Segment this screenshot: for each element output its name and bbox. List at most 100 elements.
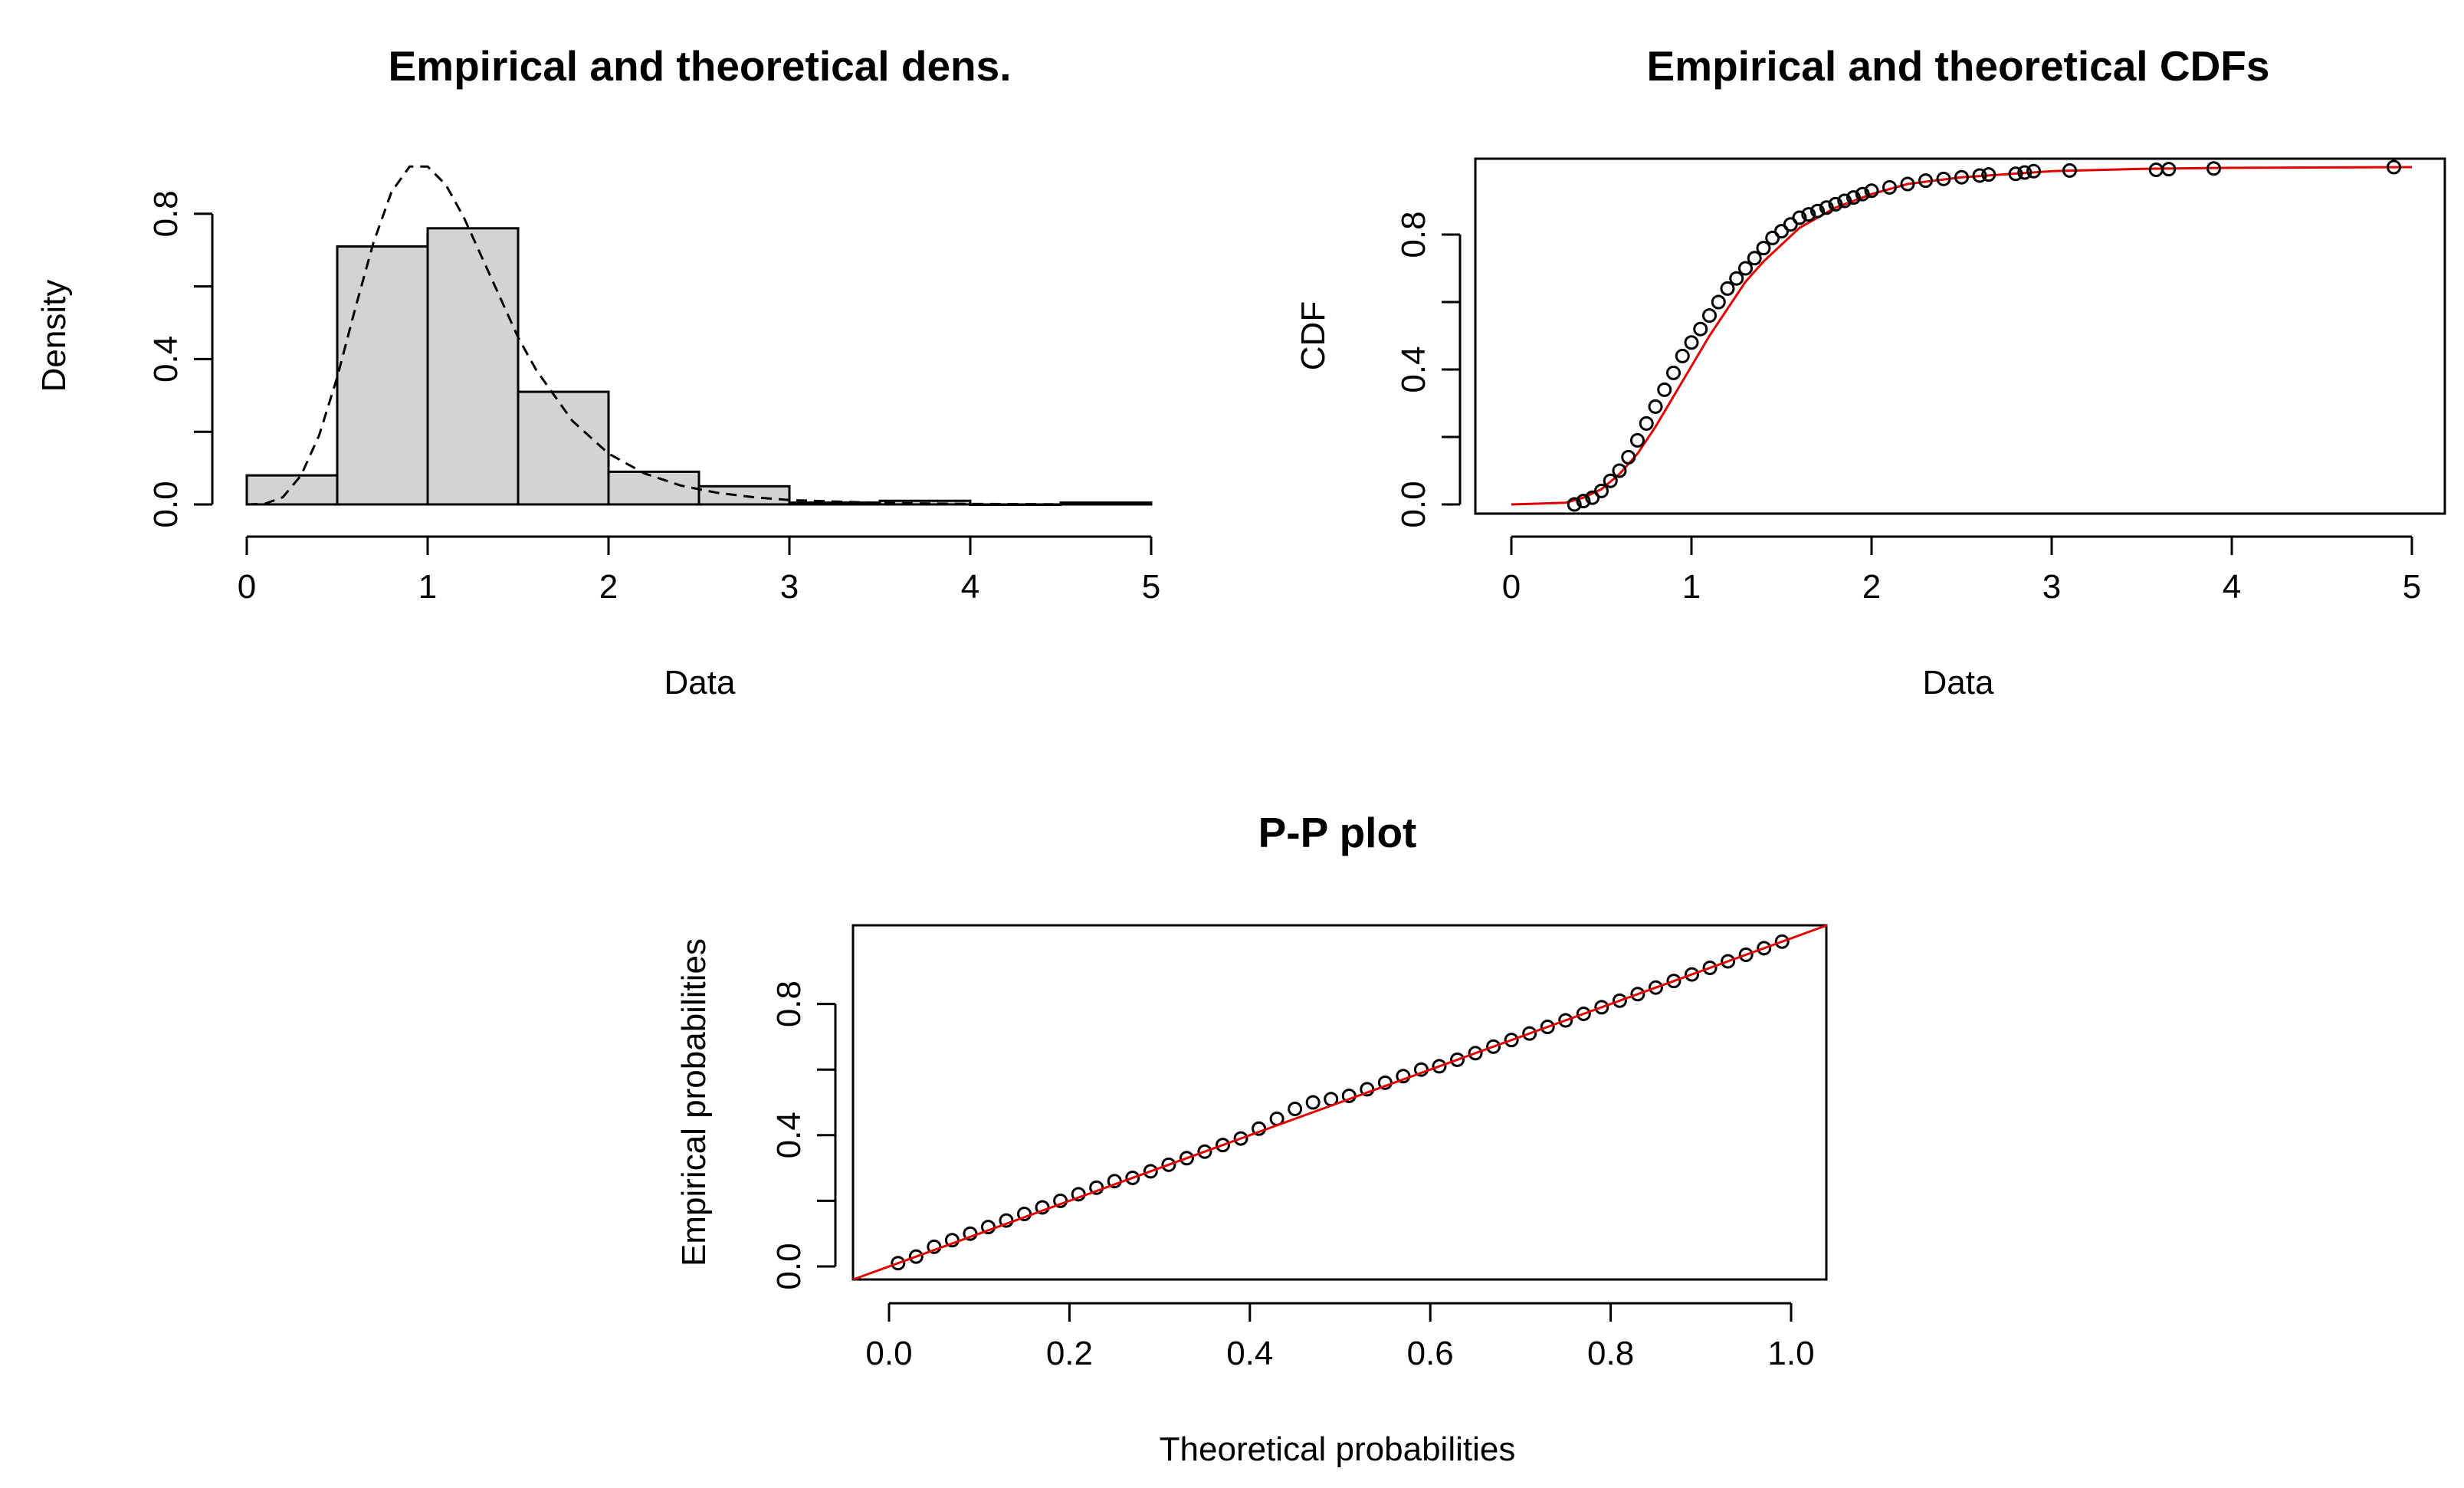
cdf-point xyxy=(1837,193,1852,209)
density-theoretical-curve xyxy=(246,165,1152,506)
cdf-point xyxy=(1918,173,1933,189)
density-y-tick-label: 0.4 xyxy=(147,336,185,383)
pp-plot-box xyxy=(851,924,1828,1281)
cdf-point xyxy=(1855,186,1870,202)
cdf-point xyxy=(1828,196,1843,212)
density-bar xyxy=(245,474,339,506)
pp-point xyxy=(1197,1144,1212,1159)
cdf-point xyxy=(1657,382,1672,397)
pp-point xyxy=(1558,1013,1573,1028)
density-x-tick-label: 2 xyxy=(599,568,618,606)
cdf-point xyxy=(1783,217,1798,232)
pp-point xyxy=(1738,947,1754,962)
pp-x-label: Theoretical probabilities xyxy=(1160,1431,1516,1468)
pp-point xyxy=(1702,961,1718,976)
cdf-panel: Empirical and theoretical CDFs 0 1 2 3 4 5 0.… xyxy=(1294,42,2446,701)
cdf-point xyxy=(2026,163,2041,179)
pp-point xyxy=(1648,980,1663,995)
pp-x-tick-label: 0.4 xyxy=(1226,1335,1273,1372)
cdf-point xyxy=(1810,203,1825,218)
pp-x-tick-label: 0.0 xyxy=(865,1335,912,1372)
pp-y-label: Empirical probabilities xyxy=(675,938,713,1266)
pp-x-tick-label: 0.8 xyxy=(1587,1335,1634,1372)
cdf-x-tick-label: 2 xyxy=(1862,568,1881,606)
pp-point xyxy=(1215,1138,1230,1153)
density-bar xyxy=(517,390,610,506)
cdf-point xyxy=(1621,449,1636,465)
cdf-y-tick-label: 0.0 xyxy=(1395,481,1432,527)
cdf-point xyxy=(1612,463,1627,478)
cdf-point xyxy=(1603,473,1618,488)
cdf-point xyxy=(1675,348,1690,363)
pp-point xyxy=(1233,1131,1248,1146)
density-bars xyxy=(245,227,1153,506)
density-x-label: Data xyxy=(664,664,736,701)
pp-point xyxy=(1179,1151,1194,1166)
density-y-axis: 0.0 0.4 0.8 xyxy=(147,190,214,528)
pp-y-axis: 0.0 0.4 0.8 xyxy=(770,981,837,1290)
cdf-point xyxy=(1792,210,1807,225)
pp-point xyxy=(1468,1046,1483,1061)
density-x-tick-label: 0 xyxy=(238,568,256,606)
cdf-title: Empirical and theoretical CDFs xyxy=(1647,42,2270,90)
pp-point xyxy=(1774,934,1790,949)
cdf-point xyxy=(1702,308,1717,324)
pp-point xyxy=(1685,967,1700,982)
pp-point xyxy=(1540,1020,1555,1035)
cdf-x-label: Data xyxy=(1923,664,1994,701)
pp-y-tick-label: 0.8 xyxy=(770,981,808,1027)
cdf-y-axis: 0.0 0.4 0.8 xyxy=(1395,211,1462,528)
cdf-point xyxy=(1981,167,1996,182)
pp-x-tick-label: 0.6 xyxy=(1407,1335,1454,1372)
density-bar xyxy=(336,245,429,506)
cdf-theoretical-curve xyxy=(1511,166,2413,506)
density-x-tick-label: 1 xyxy=(418,568,437,606)
cdf-point xyxy=(1900,176,1915,192)
cdf-point xyxy=(1585,490,1600,505)
pp-point xyxy=(891,1256,906,1271)
pp-x-axis: 0.0 0.2 0.4 0.6 0.8 1.0 xyxy=(865,1302,1815,1372)
pp-point xyxy=(1630,987,1645,1002)
cdf-point xyxy=(1819,200,1834,215)
cdf-point xyxy=(1846,190,1861,205)
cdf-point xyxy=(1648,399,1663,414)
cdf-x-axis: 0 1 2 3 4 5 xyxy=(1502,535,2421,606)
cdf-point xyxy=(2008,166,2023,182)
cdf-point xyxy=(1765,230,1780,245)
density-bar xyxy=(607,470,700,506)
cdf-point xyxy=(2387,159,2401,175)
cdf-point xyxy=(1684,335,1699,350)
cdf-point xyxy=(1774,224,1789,239)
cdf-point xyxy=(1567,497,1582,512)
pp-title: P-P plot xyxy=(1258,809,1417,856)
cdf-point xyxy=(1972,168,1987,183)
cdf-point xyxy=(1720,281,1735,296)
pp-point xyxy=(1161,1157,1176,1172)
cdf-points xyxy=(1567,159,2401,512)
cdf-point xyxy=(1666,365,1681,380)
cdf-point xyxy=(1864,183,1879,199)
pp-point xyxy=(1432,1059,1447,1074)
cdf-point xyxy=(1594,483,1609,498)
pp-y-tick-label: 0.0 xyxy=(770,1243,808,1289)
cdf-plot-box xyxy=(1474,157,2446,515)
pp-x-tick-label: 1.0 xyxy=(1767,1335,1814,1372)
cdf-point xyxy=(1576,494,1591,509)
cdf-x-tick-label: 5 xyxy=(2403,568,2421,606)
cdf-point xyxy=(1729,271,1744,286)
pp-point xyxy=(1594,1000,1609,1015)
cdf-x-tick-label: 1 xyxy=(1682,568,1701,606)
density-y-tick-label: 0.0 xyxy=(147,481,185,527)
pp-point xyxy=(1288,1102,1303,1117)
density-title: Empirical and theoretical dens. xyxy=(388,42,1011,90)
pp-x-tick-label: 0.2 xyxy=(1046,1335,1093,1372)
cdf-point xyxy=(1747,251,1762,266)
cdf-point xyxy=(1630,432,1645,448)
cdf-x-tick-label: 4 xyxy=(2223,568,2241,606)
pp-point xyxy=(1576,1006,1591,1021)
cdf-x-tick-label: 0 xyxy=(1502,568,1521,606)
cdf-point xyxy=(1711,294,1726,310)
pp-y-tick-label: 0.4 xyxy=(770,1112,808,1158)
cdf-y-label: CDF xyxy=(1294,301,1332,370)
